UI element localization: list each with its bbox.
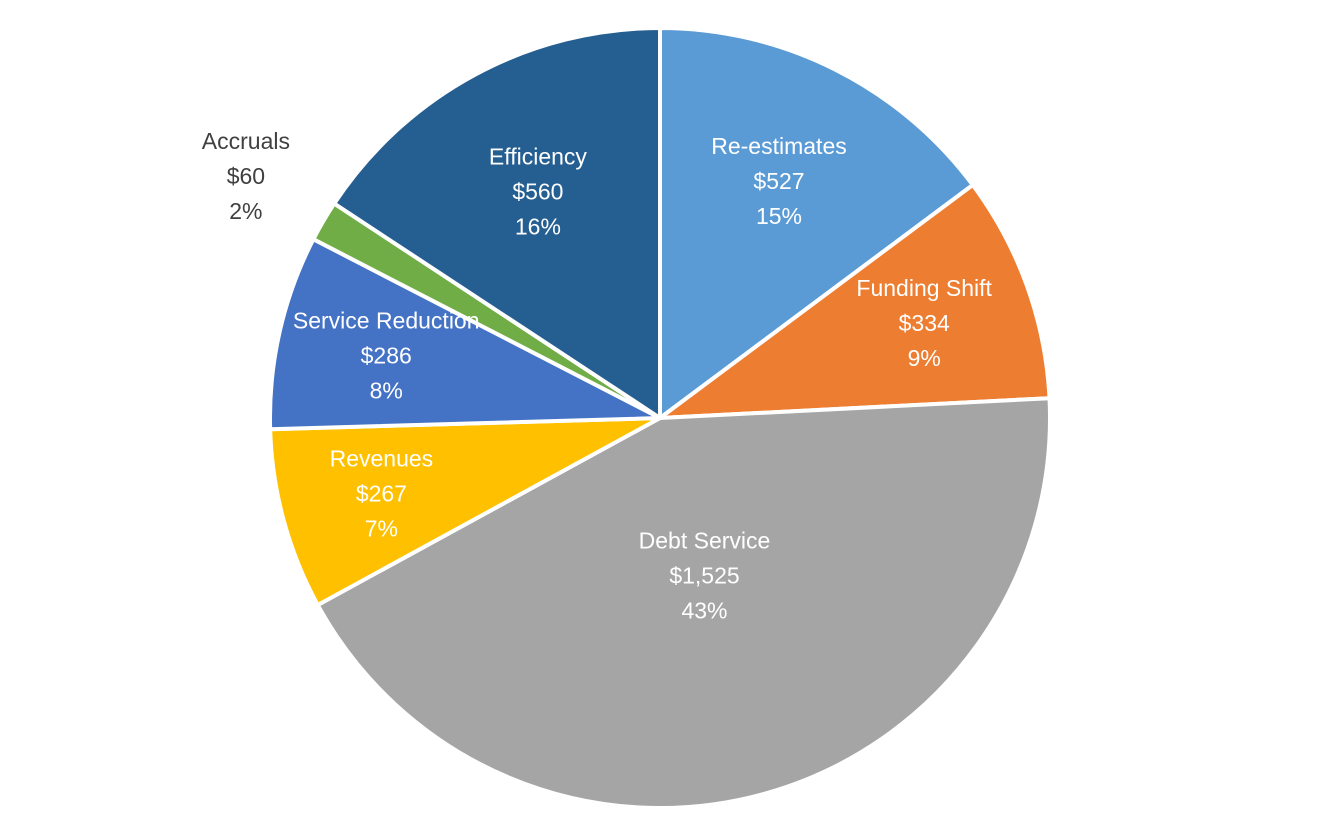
slice-label-percent: 9%: [908, 345, 941, 371]
slice-label-value: $60: [227, 163, 265, 189]
slice-label-name: Service Reduction: [293, 308, 480, 334]
slice-label-percent: 15%: [756, 203, 802, 229]
slice-label-value: $527: [753, 168, 804, 194]
slice-label-re-estimates: Re-estimates $527 15%: [711, 133, 846, 229]
slice-label-value: $334: [899, 310, 950, 336]
slice-label-efficiency: Efficiency $560 16%: [489, 143, 588, 239]
pie-slice-debt-service: [315, 396, 1052, 810]
slice-label-name: Debt Service: [639, 528, 771, 554]
pie-slice-funding-shift: [658, 182, 1052, 420]
slice-label-name: Revenues: [330, 445, 434, 471]
pie-labels: Re-estimates $527 15% Funding Shift $334 9% De…: [202, 128, 993, 624]
slice-label-percent: 16%: [515, 213, 561, 239]
slice-label-value: $267: [356, 480, 407, 506]
slice-label-accruals: Accruals $60 2%: [202, 128, 290, 224]
slice-label-debt-service: Debt Service $1,525 43%: [639, 528, 771, 624]
slice-label-service-reduction: Service Reduction $286 8%: [293, 308, 480, 404]
slice-label-percent: 7%: [365, 515, 398, 541]
pie-slice-service-reduction: [268, 237, 662, 432]
pie-slice-efficiency: [332, 26, 662, 420]
slice-label-name: Re-estimates: [711, 133, 846, 159]
slice-label-funding-shift: Funding Shift $334 9%: [856, 275, 992, 371]
slice-label-percent: 43%: [681, 598, 727, 624]
pie-slice-revenues: [268, 416, 662, 607]
slice-label-value: $286: [361, 343, 412, 369]
slice-label-revenues: Revenues $267 7%: [330, 445, 434, 541]
pie-slices: [268, 26, 1052, 810]
slice-label-name: Efficiency: [489, 143, 588, 169]
slice-label-name: Accruals: [202, 128, 290, 154]
slice-label-name: Funding Shift: [856, 275, 992, 301]
slice-label-value: $1,525: [669, 563, 739, 589]
slice-label-percent: 2%: [229, 198, 262, 224]
slice-label-value: $560: [512, 178, 563, 204]
pie-slice-re-estimates: [658, 26, 975, 420]
slice-label-percent: 8%: [370, 378, 403, 404]
